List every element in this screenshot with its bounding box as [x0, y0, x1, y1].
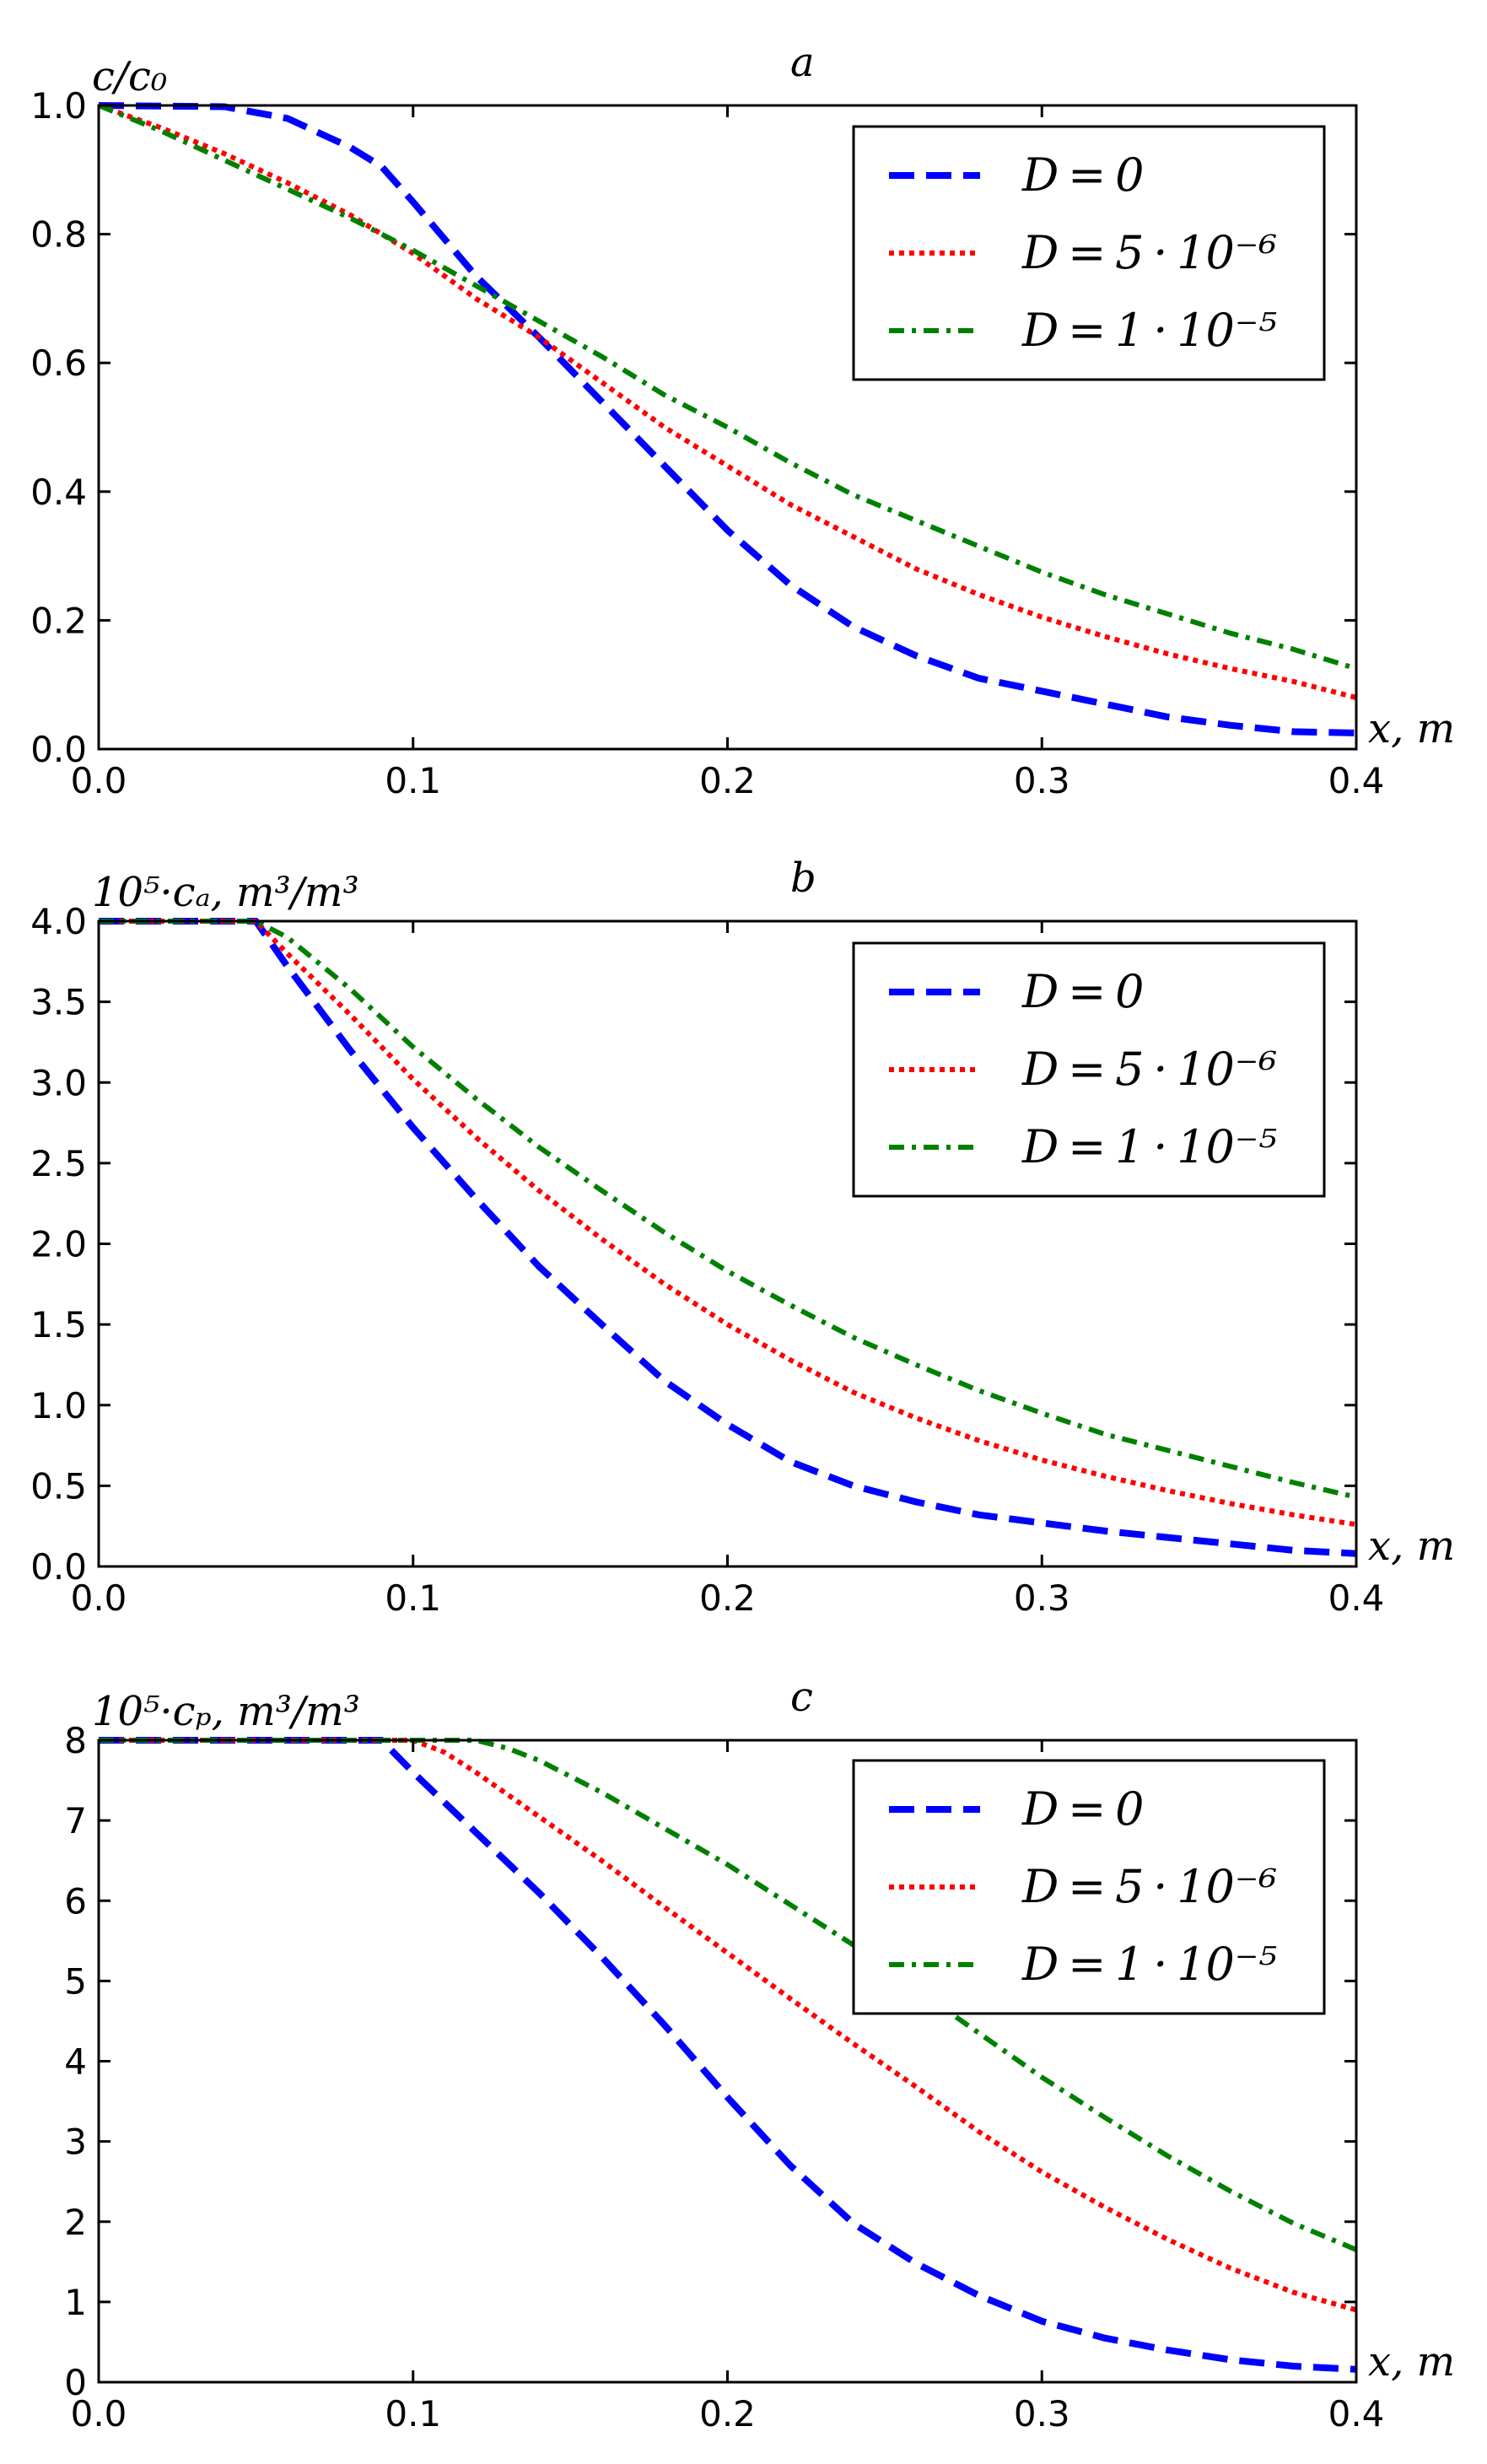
x-axis-label: x, m — [1368, 1523, 1455, 1570]
x-tick-label: 0.1 — [385, 1577, 441, 1619]
y-tick-label: 1.0 — [30, 85, 87, 127]
series-line-a-1 — [97, 103, 1357, 700]
x-tick-label: 0.2 — [699, 1577, 756, 1619]
legend-label: D = 0 — [1021, 965, 1144, 1018]
y-tick-label: 5 — [64, 1960, 87, 2002]
x-axis-label: x, m — [1368, 705, 1455, 752]
panel-label: a — [790, 39, 815, 86]
y-tick-label: 0.8 — [30, 214, 87, 256]
y-axis-label: c/c₀ — [92, 53, 167, 100]
x-tick-label: 0.2 — [699, 2393, 756, 2434]
legend-label: D = 0 — [1021, 148, 1144, 202]
series-line-b-1 — [99, 919, 1357, 1528]
y-tick-label: 3.5 — [30, 982, 87, 1023]
legend-label: D = 5 · 10⁻⁶ — [1021, 226, 1277, 279]
series-line-b-2 — [99, 919, 1357, 1500]
y-tick-label: 0.5 — [30, 1465, 87, 1507]
y-tick-label: 1 — [64, 2282, 87, 2323]
chart-panel-a: 0.0 0.1 0.2 0.3 0.4 0.0 0.2 0.4 0.6 0.8 1.0c/c₀ x, … — [30, 39, 1455, 801]
y-tick-label: 4 — [64, 2041, 87, 2083]
y-tick-label: 1.5 — [30, 1304, 87, 1345]
legend: D = 0 D = 5 · 10⁻⁶ D = 1 · 10⁻⁵ — [852, 1759, 1326, 2015]
y-tick-label: 3.0 — [30, 1062, 87, 1103]
y-tick-label: 0.4 — [30, 472, 87, 513]
y-tick-label: 2.5 — [30, 1143, 87, 1184]
x-tick-label: 0.1 — [385, 2393, 441, 2434]
series-line-b-0 — [99, 918, 1357, 1557]
series-line-a-2 — [97, 103, 1357, 671]
y-tick-label: 2.0 — [30, 1224, 87, 1265]
x-axis-label: x, m — [1368, 2338, 1455, 2386]
x-tick-label: 0.0 — [71, 760, 127, 801]
y-tick-label: 3 — [64, 2122, 87, 2163]
y-tick-label: 0.6 — [30, 342, 87, 384]
x-tick-label: 0.3 — [1014, 1577, 1070, 1619]
panel-label: b — [790, 855, 816, 902]
y-tick-label: 6 — [64, 1880, 87, 1922]
y-tick-label: 8 — [64, 1720, 87, 1761]
legend-label: D = 1 · 10⁻⁵ — [1021, 1120, 1277, 1173]
panel-label: c — [790, 1674, 813, 1721]
x-tick-label: 0.4 — [1328, 760, 1385, 801]
legend: D = 0 D = 5 · 10⁻⁶ D = 1 · 10⁻⁵ — [852, 125, 1326, 381]
x-tick-label: 0.4 — [1328, 1577, 1385, 1619]
legend-label: D = 5 · 10⁻⁶ — [1021, 1860, 1277, 1913]
y-tick-label: 0 — [64, 2362, 87, 2403]
legend-label: D = 5 · 10⁻⁶ — [1021, 1043, 1277, 1096]
x-tick-label: 0.0 — [71, 1577, 127, 1619]
legend-label: D = 0 — [1021, 1782, 1144, 1836]
x-tick-label: 0.0 — [71, 2393, 127, 2434]
legend: D = 0 D = 5 · 10⁻⁶ D = 1 · 10⁻⁵ — [852, 941, 1326, 1198]
y-tick-label: 0.2 — [30, 600, 87, 641]
chart-panel-b: 0.0 0.1 0.2 0.3 0.4 0.0 0.5 1.0 1.5 2.0 2.5 3.0 3.5 4… — [30, 855, 1455, 1619]
y-tick-label: 0.0 — [30, 1546, 87, 1588]
x-tick-label: 0.3 — [1014, 760, 1070, 801]
y-axis-label: 10⁵·cₚ, m³/m³ — [92, 1688, 360, 1735]
x-tick-label: 0.1 — [385, 760, 441, 801]
y-tick-label: 4.0 — [30, 901, 87, 942]
series-line-c-1 — [99, 1738, 1357, 2313]
y-tick-label: 2 — [64, 2202, 87, 2243]
series-line-c-0 — [99, 1737, 1357, 2373]
x-tick-label: 0.2 — [699, 760, 756, 801]
y-tick-label: 1.0 — [30, 1385, 87, 1426]
x-tick-label: 0.4 — [1328, 2393, 1385, 2434]
legend-label: D = 1 · 10⁻⁵ — [1021, 304, 1277, 357]
series-line-a-0 — [98, 102, 1357, 736]
y-tick-label: 7 — [64, 1800, 87, 1841]
legend-label: D = 1 · 10⁻⁵ — [1021, 1938, 1277, 1991]
x-tick-label: 0.3 — [1014, 2393, 1070, 2434]
y-axis-label: 10⁵·cₐ, m³/m³ — [92, 869, 359, 916]
y-tick-label: 0.0 — [30, 729, 87, 770]
